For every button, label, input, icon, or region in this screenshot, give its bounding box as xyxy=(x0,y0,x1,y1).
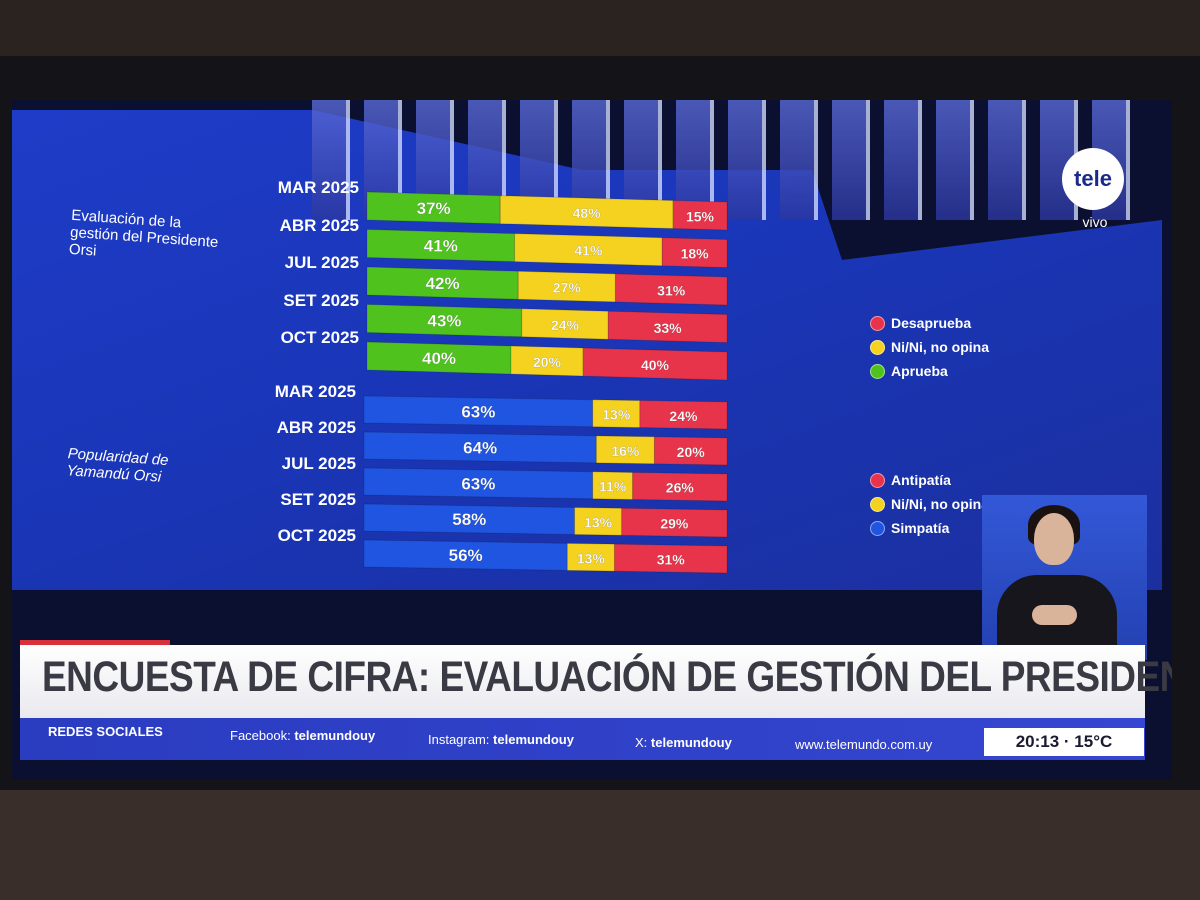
gestion-data-label: 20% xyxy=(533,354,562,370)
legend-dot-simpatia xyxy=(870,520,885,536)
popularidad-category-label: SET 2025 xyxy=(280,490,356,509)
legend-label-aprueba: Aprueba xyxy=(891,363,948,379)
ticker-instagram-label: Instagram: xyxy=(428,732,490,747)
popularidad-data-label: 13% xyxy=(584,514,613,530)
channel-logo-text: tele xyxy=(1074,166,1112,191)
legend-dot-ni-ni-popularidad xyxy=(870,496,885,512)
popularidad-category-label: MAR 2025 xyxy=(274,382,356,401)
popularidad-category-label: JUL 2025 xyxy=(281,454,356,473)
interpreter-hands xyxy=(1032,605,1077,625)
popularidad-data-label: 58% xyxy=(452,510,486,529)
popularidad-data-label: 13% xyxy=(602,407,631,423)
chart-svg: 37% 48% 15% 41% 41% 18% 42% 27% 31% 43% 24% 33% 40% 2… xyxy=(363,191,728,574)
gestion-data-label: 42% xyxy=(426,274,460,293)
gestion-category-label: JUL 2025 xyxy=(284,253,359,272)
legend-item-ni-ni-popularidad: Ni/Ni, no opina xyxy=(870,496,989,512)
popularidad-category-label: OCT 2025 xyxy=(277,526,356,545)
sign-language-interpreter xyxy=(982,495,1147,660)
legend-label-antipatia: Antipatía xyxy=(891,472,951,488)
popularidad-data-label: 20% xyxy=(677,444,706,460)
gestion-bar-desaprueba xyxy=(607,310,728,344)
tv-screen: Evaluación de la gestión del Presidente … xyxy=(12,100,1172,780)
legend-dot-desaprueba xyxy=(870,315,885,331)
popularidad-data-label: 64% xyxy=(463,438,497,457)
gestion-data-label: 41% xyxy=(424,237,458,256)
popularidad-bar-antipatia xyxy=(653,436,728,466)
floor xyxy=(0,790,1200,900)
legend-dot-ni-ni-gestion xyxy=(870,339,885,355)
social-ticker: REDES SOCIALES Facebook: telemundouy Ins… xyxy=(20,718,1145,760)
gestion-bar-desaprueba xyxy=(582,347,728,381)
popularidad-data-label: 16% xyxy=(611,443,640,459)
popularidad-bar-antipatia xyxy=(639,400,728,430)
legend-item-aprueba: Aprueba xyxy=(870,363,989,379)
popularidad-bar-antipatia xyxy=(613,543,728,574)
legend-label-simpatia: Simpatía xyxy=(891,520,950,536)
popularidad-data-label: 56% xyxy=(449,546,483,565)
clock-weather: 20:13 · 15°C xyxy=(984,728,1144,756)
gestion-category-label: ABR 2025 xyxy=(279,215,359,235)
legend-dot-antipatia xyxy=(870,472,885,488)
ticker-facebook-handle: telemundouy xyxy=(294,728,376,743)
gestion-data-label: 37% xyxy=(417,199,451,218)
gestion-bar-desaprueba xyxy=(661,237,728,269)
legend-item-antipatia: Antipatía xyxy=(870,472,989,488)
gestion-bar-desaprueba xyxy=(672,199,728,231)
ticker-instagram-handle: telemundouy xyxy=(493,732,574,747)
interpreter-head xyxy=(1034,513,1074,565)
legend-label-ni-ni-gestion: Ni/Ni, no opina xyxy=(891,339,989,355)
gestion-category-label: OCT 2025 xyxy=(280,328,359,347)
ticker-x: X: telemundouy xyxy=(635,735,732,750)
headline-bar xyxy=(20,645,1145,720)
popularidad-data-label: 13% xyxy=(577,550,606,566)
gestion-data-label: 15% xyxy=(686,208,715,224)
gestion-category-label: SET 2025 xyxy=(283,290,359,310)
ticker-facebook: Facebook: telemundouy xyxy=(230,728,375,743)
gestion-data-label: 31% xyxy=(657,282,686,298)
ticker-section: REDES SOCIALES xyxy=(48,724,163,739)
popularidad-data-label: 63% xyxy=(461,402,495,421)
gestion-data-label: 40% xyxy=(422,349,456,368)
popularidad-data-label: 31% xyxy=(657,552,686,568)
popularidad-category-label: ABR 2025 xyxy=(276,418,356,437)
popularidad-data-label: 29% xyxy=(660,516,689,532)
legend-gestion: Desaprueba Ni/Ni, no opina Aprueba xyxy=(870,315,989,387)
channel-logo-circle: tele xyxy=(1062,148,1124,210)
popularidad-data-label: 11% xyxy=(599,479,627,495)
ticker-x-handle: telemundouy xyxy=(650,735,732,750)
gestion-data-label: 24% xyxy=(551,317,580,333)
legend-dot-aprueba xyxy=(870,363,885,379)
legend-label-ni-ni-popularidad: Ni/Ni, no opina xyxy=(891,496,989,512)
popularidad-data-label: 24% xyxy=(669,408,698,424)
gestion-data-label: 33% xyxy=(654,320,683,336)
legend-label-desaprueba: Desaprueba xyxy=(891,315,972,331)
gestion-data-label: 48% xyxy=(573,205,602,221)
ticker-website: www.telemundo.com.uy xyxy=(795,737,933,752)
gestion-data-label: 43% xyxy=(427,312,461,331)
ticker-facebook-label: Facebook: xyxy=(230,728,291,743)
gestion-data-label: 27% xyxy=(553,280,582,296)
legend-popularidad: Antipatía Ni/Ni, no opina Simpatía xyxy=(870,472,989,544)
gestion-category-label: MAR 2025 xyxy=(277,178,359,197)
gestion-data-label: 18% xyxy=(681,246,710,262)
popularidad-bar-antipatia xyxy=(632,471,728,502)
ticker-x-label: X: xyxy=(635,735,648,750)
legend-item-desaprueba: Desaprueba xyxy=(870,315,989,331)
live-status: vivo xyxy=(1082,214,1108,230)
popularidad-data-label: 63% xyxy=(461,474,495,493)
gestion-data-label: 40% xyxy=(641,357,670,373)
gestion-bar-desaprueba xyxy=(614,273,728,306)
channel-logo: tele vivo xyxy=(1062,148,1128,230)
legend-item-ni-ni-gestion: Ni/Ni, no opina xyxy=(870,339,989,355)
headline-accent xyxy=(20,640,170,648)
ticker-instagram: Instagram: telemundouy xyxy=(428,732,574,747)
headline-text: ENCUESTA DE CIFRA: EVALUACIÓN DE GESTIÓN… xyxy=(42,653,1172,701)
gestion-data-label: 41% xyxy=(574,243,603,259)
legend-item-simpatia: Simpatía xyxy=(870,520,989,536)
popularidad-data-label: 26% xyxy=(666,480,695,496)
popularidad-bar-antipatia xyxy=(621,507,728,538)
